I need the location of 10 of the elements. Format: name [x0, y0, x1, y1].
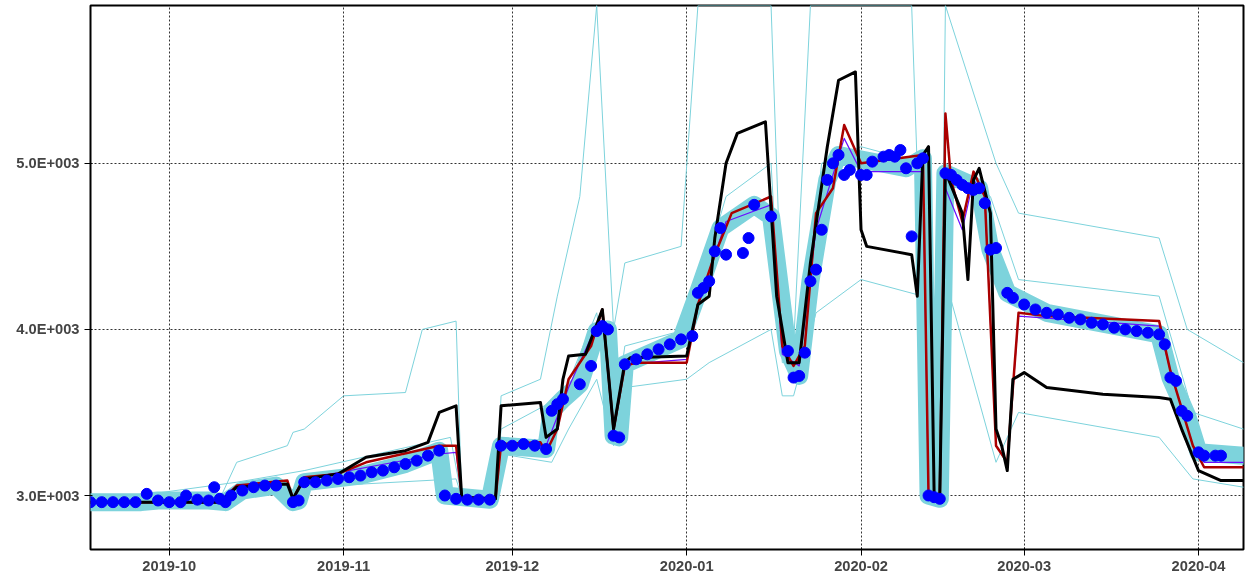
x-tick-label: 2019-11	[317, 557, 371, 574]
x-tick-label: 2020-03	[997, 557, 1052, 574]
x-tick-label: 2020-01	[659, 557, 714, 574]
y-tick-label: 4.0E+003	[16, 321, 80, 338]
x-tick-label: 2020-04	[1171, 557, 1227, 574]
x-tick-label: 2019-10	[142, 557, 197, 574]
x-tick-label: 2020-02	[834, 557, 888, 574]
y-tick-label: 3.0E+003	[16, 487, 80, 504]
x-tick-label: 2019-12	[485, 557, 540, 574]
y-tick-label: 5.0E+003	[16, 155, 80, 172]
